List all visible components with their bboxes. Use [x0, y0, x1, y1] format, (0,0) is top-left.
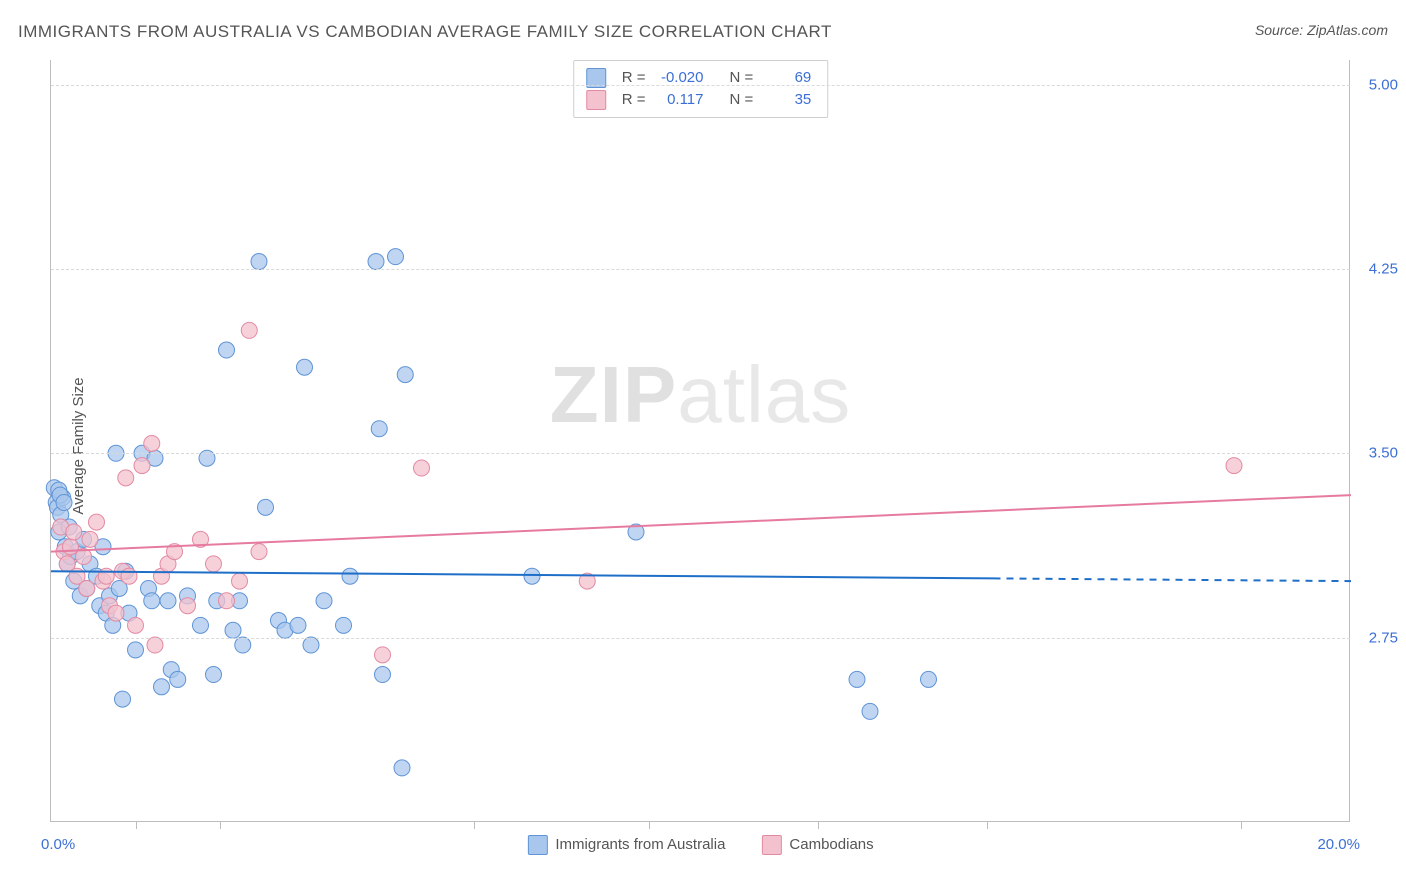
x-tick	[818, 821, 819, 829]
data-point	[160, 593, 176, 609]
trend-line	[51, 495, 1351, 552]
data-point	[66, 524, 82, 540]
x-axis-max-label: 20.0%	[1317, 836, 1360, 853]
plot-area: ZIPatlas R = -0.020 N = 69 R = 0.117 N =…	[50, 60, 1350, 822]
data-point	[290, 617, 306, 633]
data-point	[342, 568, 358, 584]
data-point	[251, 254, 267, 270]
gridline	[51, 269, 1350, 270]
data-point	[193, 617, 209, 633]
source-attribution: Source: ZipAtlas.com	[1255, 22, 1388, 38]
data-point	[115, 691, 131, 707]
data-point	[1226, 458, 1242, 474]
x-axis-min-label: 0.0%	[41, 836, 75, 853]
data-point	[524, 568, 540, 584]
legend-swatch-bottom-0	[527, 835, 547, 855]
gridline	[51, 453, 1350, 454]
legend-label-0: Immigrants from Australia	[555, 836, 725, 853]
data-point	[128, 642, 144, 658]
x-tick	[136, 821, 137, 829]
data-point	[170, 671, 186, 687]
data-point	[89, 514, 105, 530]
data-point	[225, 622, 241, 638]
r-label: R =	[622, 89, 646, 111]
data-point	[251, 544, 267, 560]
data-point	[368, 254, 384, 270]
data-point	[414, 460, 430, 476]
data-point	[232, 573, 248, 589]
data-point	[303, 637, 319, 653]
chart-svg	[51, 60, 1350, 821]
n-value-0: 69	[761, 67, 811, 89]
data-point	[144, 593, 160, 609]
data-point	[219, 593, 235, 609]
data-point	[180, 598, 196, 614]
data-point	[147, 637, 163, 653]
data-point	[388, 249, 404, 265]
x-tick	[220, 821, 221, 829]
n-label: N =	[730, 89, 754, 111]
x-tick	[474, 821, 475, 829]
data-point	[118, 470, 134, 486]
data-point	[397, 367, 413, 383]
data-point	[56, 494, 72, 510]
trend-line-dashed	[994, 578, 1352, 581]
y-tick-label: 2.75	[1354, 629, 1398, 646]
data-point	[206, 667, 222, 683]
data-point	[316, 593, 332, 609]
data-point	[371, 421, 387, 437]
r-value-1: 0.117	[654, 89, 704, 111]
data-point	[63, 539, 79, 555]
trend-line	[51, 571, 994, 578]
gridline	[51, 638, 1350, 639]
y-tick-label: 5.00	[1354, 76, 1398, 93]
data-point	[258, 499, 274, 515]
data-point	[235, 637, 251, 653]
chart-title: IMMIGRANTS FROM AUSTRALIA VS CAMBODIAN A…	[18, 22, 832, 42]
r-label: R =	[622, 67, 646, 89]
x-tick	[649, 821, 650, 829]
data-point	[394, 760, 410, 776]
data-point	[862, 703, 878, 719]
r-value-0: -0.020	[654, 67, 704, 89]
data-point	[128, 617, 144, 633]
n-value-1: 35	[761, 89, 811, 111]
gridline	[51, 85, 1350, 86]
correlation-legend: R = -0.020 N = 69 R = 0.117 N = 35	[573, 60, 829, 118]
legend-row-series-0: R = -0.020 N = 69	[586, 67, 812, 89]
x-tick	[1241, 821, 1242, 829]
data-point	[921, 671, 937, 687]
data-point	[297, 359, 313, 375]
data-point	[219, 342, 235, 358]
data-point	[108, 605, 124, 621]
data-point	[144, 435, 160, 451]
data-point	[375, 667, 391, 683]
data-point	[336, 617, 352, 633]
data-point	[241, 322, 257, 338]
data-point	[134, 458, 150, 474]
series-legend: Immigrants from Australia Cambodians	[527, 835, 873, 855]
data-point	[206, 556, 222, 572]
data-point	[82, 531, 98, 547]
n-label: N =	[730, 67, 754, 89]
y-tick-label: 4.25	[1354, 260, 1398, 277]
data-point	[121, 568, 137, 584]
legend-label-1: Cambodians	[789, 836, 873, 853]
legend-item-0: Immigrants from Australia	[527, 835, 725, 855]
data-point	[79, 580, 95, 596]
legend-row-series-1: R = 0.117 N = 35	[586, 89, 812, 111]
legend-swatch-bottom-1	[761, 835, 781, 855]
y-tick-label: 3.50	[1354, 445, 1398, 462]
data-point	[154, 679, 170, 695]
x-tick	[987, 821, 988, 829]
data-point	[849, 671, 865, 687]
legend-swatch-1	[586, 90, 606, 110]
legend-item-1: Cambodians	[761, 835, 873, 855]
data-point	[98, 568, 114, 584]
data-point	[375, 647, 391, 663]
